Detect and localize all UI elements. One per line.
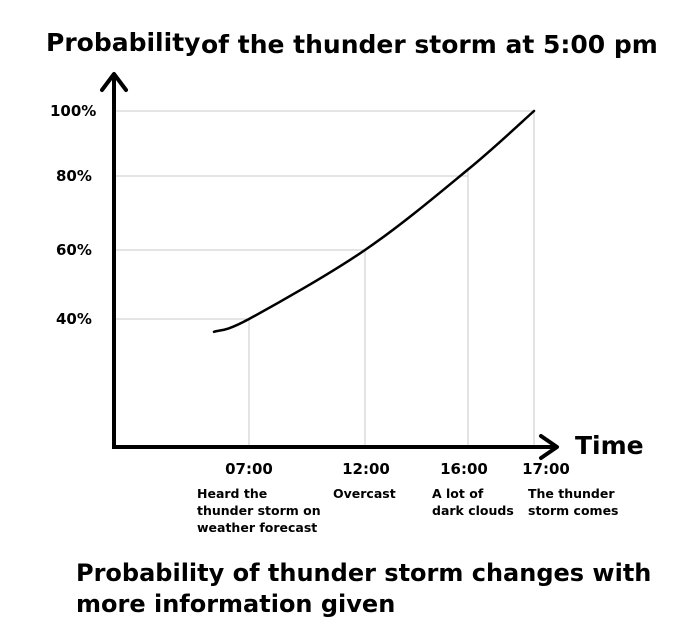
point-annotation: The thunder storm comes <box>528 486 619 518</box>
x-axis-label: Time <box>575 431 644 460</box>
data-series <box>212 109 536 334</box>
probability-line <box>212 109 536 334</box>
point-annotation: A lot of dark clouds <box>432 486 514 518</box>
y-tick-label: 80% <box>56 167 92 185</box>
x-tick-label: 16:00 <box>440 460 488 478</box>
x-tick-label: 12:00 <box>342 460 390 478</box>
x-tick-label: 07:00 <box>225 460 273 478</box>
guide-lines <box>114 110 535 447</box>
y-tick-label: 60% <box>56 241 92 259</box>
caption: Probability of thunder storm changes wit… <box>76 559 652 618</box>
y-axis-label: Probability <box>46 28 201 57</box>
point-annotation: Heard the thunder storm on weather forec… <box>197 486 321 535</box>
y-tick-label: 40% <box>56 310 92 328</box>
y-axis-arrow-icon <box>100 72 128 92</box>
axes <box>100 72 559 460</box>
chart-title: of the thunder storm at 5:00 pm <box>201 30 658 59</box>
y-tick-label: 100% <box>50 102 97 120</box>
x-axis-arrow-icon <box>539 434 559 460</box>
x-tick-label: 17:00 <box>522 460 570 478</box>
point-annotation: Overcast <box>333 486 396 501</box>
